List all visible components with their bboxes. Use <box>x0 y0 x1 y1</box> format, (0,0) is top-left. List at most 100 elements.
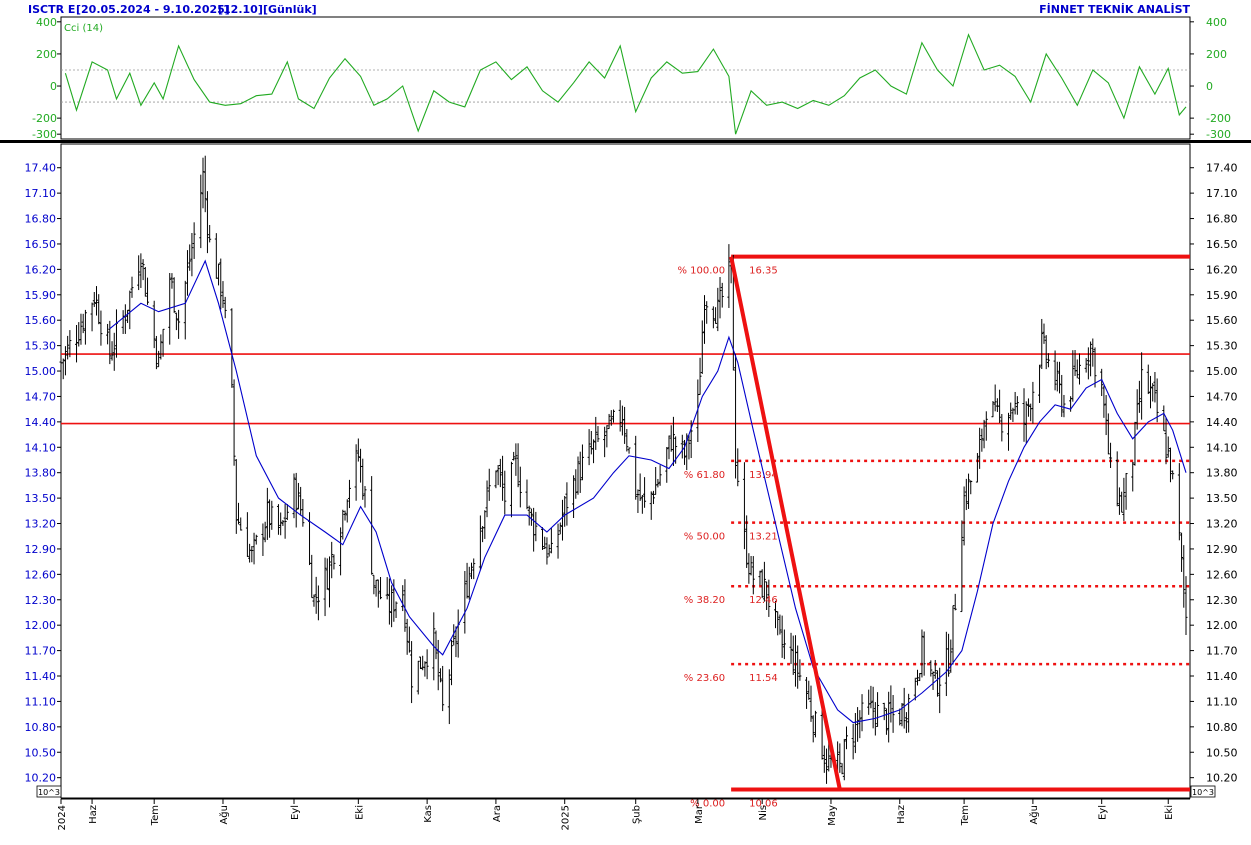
x-tick-label: Haz <box>896 805 907 824</box>
price-tick-label: 14.40 <box>1206 416 1238 429</box>
cci-tick-label: -300 <box>1206 128 1231 141</box>
price-tick-label: 14.10 <box>1206 441 1238 454</box>
scale-label-right: 10^3 <box>1192 788 1214 797</box>
fib-level-pct: % 50.00 <box>684 532 725 543</box>
price-tick-label: 16.20 <box>1206 263 1238 276</box>
period-label: [Günlük] <box>263 3 317 16</box>
cci-line <box>64 33 1187 135</box>
x-axis: 2024 Haz Tem Ağu Eyl Eki Kas Ara 2025 Şub Mar Nis Ma… <box>57 798 1190 830</box>
fib-level-value: 16.35 <box>749 266 778 277</box>
price-tick-label: 10.20 <box>1206 772 1238 785</box>
price-tick-label: 10.50 <box>1206 746 1238 759</box>
price-tick-label: 15.60 <box>1206 314 1238 327</box>
cci-title: Cci (14) <box>64 23 103 34</box>
price-tick-label: 12.60 <box>1206 568 1238 581</box>
cci-axis-ticks: 400 400 200 200 0 0 -200 -200 -300 -300 <box>32 16 1231 141</box>
fib-level-pct: % 23.60 <box>684 673 725 684</box>
cci-panel: Cci (14) 400 400 200 200 0 0 -200 -200 -300 -300 <box>32 16 1231 141</box>
x-tick-label: Ağu <box>1028 805 1040 825</box>
x-tick-label: Eyl <box>1098 805 1109 820</box>
fib-level-pct: % 100.00 <box>677 266 725 277</box>
price-tick-label: 17.10 <box>25 187 57 200</box>
panel-separator <box>0 140 1251 143</box>
price-tick-label: 15.90 <box>25 289 57 302</box>
x-tick-label: Nis <box>758 805 769 820</box>
price-tick-label: 14.10 <box>25 441 57 454</box>
cci-tick-label: 0 <box>1206 80 1213 93</box>
scale-box-right <box>1190 785 1216 798</box>
fib-level-pct: % 0.00 <box>690 799 725 810</box>
fibonacci-labels: % 100.00 16.35 % 61.80 13.94 % 50.00 13.21 % 3… <box>677 266 777 810</box>
cci-tick-label: -300 <box>32 128 57 141</box>
price-tick-label: 13.80 <box>25 467 57 480</box>
fib-level-pct: % 61.80 <box>684 470 725 481</box>
x-tick-label: Kas <box>423 805 434 823</box>
x-tick-label: Mar <box>694 804 705 824</box>
price-tick-label: 16.50 <box>25 238 57 251</box>
price-tick-label: 10.80 <box>25 721 57 734</box>
price-tick-label: 11.70 <box>25 645 57 658</box>
scale-label-left: 10^3 <box>38 788 60 797</box>
fib-level-value: 10.06 <box>749 799 778 810</box>
fib-level-pct: % 38.20 <box>684 595 725 606</box>
price-tick-label: 16.20 <box>25 263 57 276</box>
x-axis-ticks: 2024 Haz Tem Ağu Eyl Eki Kas Ara 2025 Şub Mar Nis Ma… <box>57 799 1175 830</box>
price-tick-label: 10.80 <box>1206 721 1238 734</box>
fib-trendline <box>729 256 842 790</box>
fib-level-value: 12.46 <box>749 595 778 606</box>
price-tick-label: 12.90 <box>25 543 57 556</box>
price-tick-label: 13.50 <box>25 492 57 505</box>
cci-tick-label: 400 <box>1206 16 1227 29</box>
price-tick-label: 15.90 <box>1206 289 1238 302</box>
scale-box-left <box>36 785 62 798</box>
cci-tick-label: 0 <box>50 80 57 93</box>
cci-tick-label: 200 <box>1206 48 1227 61</box>
fib-level-value: 13.21 <box>749 532 778 543</box>
price-tick-label: 10.20 <box>25 772 57 785</box>
x-tick-label: Eki <box>1164 805 1175 820</box>
fib-level-value: 13.94 <box>749 470 778 481</box>
price-tick-label: 14.70 <box>25 390 57 403</box>
price-tick-label: 14.40 <box>25 416 57 429</box>
price-tick-label: 15.00 <box>25 365 57 378</box>
x-tick-label: May <box>827 805 838 826</box>
price-tick-label: 13.80 <box>1206 467 1238 480</box>
price-tick-label: 13.50 <box>1206 492 1238 505</box>
x-tick-label: Tem <box>960 805 971 826</box>
moving-average <box>109 259 1187 724</box>
x-tick-label: Eki <box>354 805 365 820</box>
price-tick-label: 16.80 <box>1206 213 1238 226</box>
x-tick-label: Tem <box>150 805 161 826</box>
x-tick-label: 2024 <box>57 805 68 830</box>
price-tick-label: 11.40 <box>25 670 57 683</box>
price-tick-label: 13.20 <box>25 518 57 531</box>
price-tick-label: 16.50 <box>1206 238 1238 251</box>
price-tick-label: 13.20 <box>1206 518 1238 531</box>
price-axis-ticks: 17.40 17.40 17.10 17.10 16.80 16.80 16.50 16.50… <box>25 162 1238 785</box>
price-tick-label: 17.40 <box>25 162 57 175</box>
price-tick-label: 15.30 <box>25 340 57 353</box>
provider-name: FİNNET TEKNİK ANALİST <box>1039 2 1190 16</box>
price-tick-label: 12.30 <box>1206 594 1238 607</box>
price-tick-label: 12.90 <box>1206 543 1238 556</box>
price-panel: 17.40 17.40 17.10 17.10 16.80 16.80 16.50 16.50… <box>25 143 1238 810</box>
price-tick-label: 11.70 <box>1206 645 1238 658</box>
price-tick-label: 11.10 <box>1206 695 1238 708</box>
moving-average-line <box>109 259 1187 724</box>
price-tick-label: 11.40 <box>1206 670 1238 683</box>
price-tick-label: 16.80 <box>25 213 57 226</box>
fibonacci-levels <box>731 254 1190 792</box>
price-tick-label: 12.00 <box>25 619 57 632</box>
price-tick-label: 17.10 <box>1206 187 1238 200</box>
price-tick-label: 12.30 <box>25 594 57 607</box>
date-range: [20.05.2024 - 9.10.2025] <box>76 3 230 16</box>
x-tick-label: Eyl <box>290 805 301 820</box>
x-tick-label: Şub <box>632 805 643 824</box>
price-tick-label: 12.60 <box>25 568 57 581</box>
cci-tick-label: 400 <box>36 16 57 29</box>
last-price: [12.10] <box>218 3 263 16</box>
price-tick-label: 11.10 <box>25 695 57 708</box>
price-tick-label: 17.40 <box>1206 162 1238 175</box>
x-tick-label: Haz <box>88 805 99 824</box>
